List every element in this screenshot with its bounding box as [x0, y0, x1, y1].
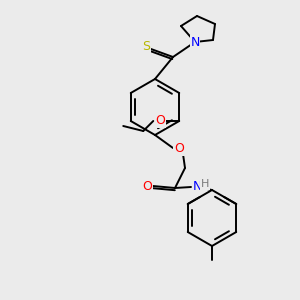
Text: N: N: [192, 179, 202, 193]
Text: O: O: [174, 142, 184, 155]
Text: O: O: [142, 179, 152, 193]
Text: O: O: [155, 115, 165, 128]
Text: H: H: [201, 179, 209, 189]
Text: N: N: [190, 35, 200, 49]
Text: S: S: [142, 40, 150, 53]
